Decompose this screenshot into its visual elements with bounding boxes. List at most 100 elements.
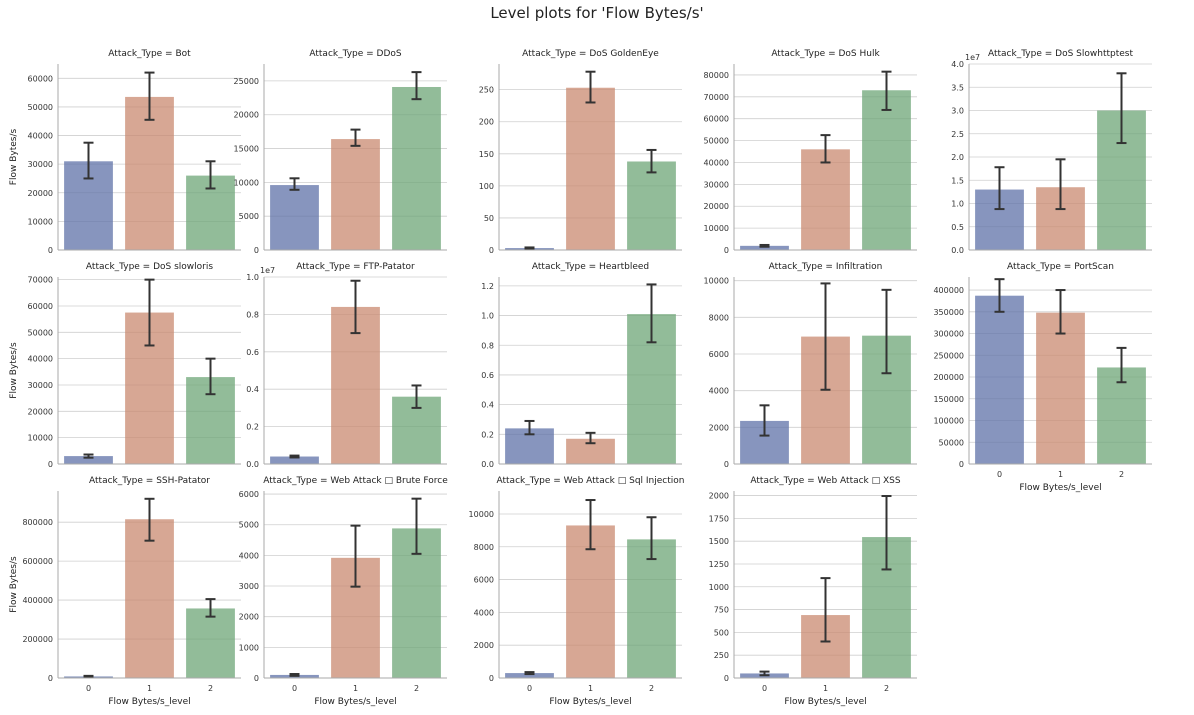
y-tick-label: 150000 [933,395,964,404]
y-tick-label: 350000 [933,308,964,317]
y-offset-label: 1e7 [260,266,275,275]
y-tick-label: 30000 [28,160,53,169]
bar-level-0 [64,456,113,464]
bar-level-0 [270,456,319,464]
y-tick-label: 0.6 [246,348,259,357]
y-tick-label: 3.5 [951,83,964,92]
y-tick-label: 70000 [28,276,53,285]
y-tick-label: 8000 [709,313,729,322]
y-tick-label: 3000 [239,582,259,591]
y-tick-label: 0.0 [481,460,494,469]
y-tick-label: 5000 [239,212,259,221]
y-tick-label: 1250 [709,560,729,569]
y-tick-label: 4000 [239,551,259,560]
panel-title: Attack_Type = Web Attack □ Brute Force [263,476,448,486]
y-axis-label: Flow Bytes/s [9,556,19,613]
bar-level-1 [331,139,380,250]
y-tick-label: 70000 [704,93,729,102]
y-tick-label: 15000 [234,145,259,154]
y-tick-label: 6000 [709,350,729,359]
facet-panel: 0 200000 400000 600000 800000 Attack_Type = S… [9,476,241,707]
x-tick-label: 1 [1058,470,1063,479]
y-tick-label: 1750 [709,514,729,523]
y-tick-label: 20000 [28,189,53,198]
y-tick-label: 5000 [239,521,259,530]
x-tick-label: 0 [86,684,91,693]
y-tick-label: 800000 [22,518,53,527]
bar-level-2 [627,161,676,250]
panel-title: Attack_Type = Web Attack □ Sql Injection [497,476,685,486]
y-tick-label: 0 [724,460,729,469]
figure-title: Level plots for 'Flow Bytes/s' [490,4,704,22]
facet-panel: 0 2000 4000 6000 8000 10000 Attack_Type = Infi… [704,262,917,469]
y-tick-label: 2.5 [951,130,964,139]
y-tick-label: 60000 [28,302,53,311]
y-tick-label: 50000 [28,103,53,112]
y-tick-label: 0.4 [246,385,259,394]
x-tick-label: 0 [997,470,1002,479]
y-axis-label: Flow Bytes/s [9,129,19,186]
facet-panel: 0.0 0.2 0.4 0.6 0.8 1.0 1.2 Attack_Type = Heart… [481,262,682,469]
facet-panel: 0 10000 20000 30000 40000 50000 60000 70000 8000… [704,49,917,255]
x-tick-label: 2 [208,684,213,693]
bar-level-1 [566,87,615,250]
y-tick-label: 250 [714,651,729,660]
y-offset-label: 1e7 [965,53,980,62]
y-tick-label: 40000 [704,158,729,167]
y-tick-label: 0 [48,460,53,469]
panel-title: Attack_Type = DoS Hulk [771,49,880,59]
y-tick-label: 0 [489,674,494,683]
y-tick-label: 50000 [28,328,53,337]
x-tick-label: 1 [147,684,152,693]
y-tick-label: 1500 [709,537,729,546]
y-tick-label: 100000 [933,417,964,426]
bar-level-2 [627,539,676,678]
bar-level-2 [186,608,235,678]
y-tick-label: 2000 [239,613,259,622]
y-tick-label: 1.5 [951,176,964,185]
panel-title: Attack_Type = DoS GoldenEye [522,49,659,59]
panel-title: Attack_Type = PortScan [1007,262,1114,272]
y-tick-label: 0.0 [246,460,259,469]
x-tick-label: 0 [292,684,297,693]
y-tick-label: 0.2 [246,423,259,432]
y-tick-label: 250 [479,86,494,95]
y-tick-label: 40000 [28,132,53,141]
bar-level-1 [566,525,615,678]
facet-panel: 0 5000 10000 15000 20000 25000 Attack_Type = D… [234,49,447,255]
y-tick-label: 1000 [239,643,259,652]
panel-title: Attack_Type = DoS slowloris [86,262,213,272]
bar-level-1 [125,519,174,678]
y-tick-label: 400000 [933,286,964,295]
y-tick-label: 400000 [22,596,53,605]
y-tick-label: 0.6 [481,371,494,380]
y-tick-label: 10000 [704,277,729,286]
x-tick-label: 0 [762,684,767,693]
facet-panel: 0 50 100 150 200 250 Attack_Type = DoS GoldenE… [479,49,682,255]
y-tick-label: 0 [724,674,729,683]
x-tick-label: 2 [414,684,419,693]
panel-title: Attack_Type = Infiltration [769,262,883,272]
bar-level-0 [975,295,1024,464]
y-axis-label: Flow Bytes/s [9,342,19,399]
y-tick-label: 10000 [704,224,729,233]
y-tick-label: 4.0 [951,60,964,69]
y-tick-label: 10000 [28,217,53,226]
panel-title: Attack_Type = FTP-Patator [296,262,415,272]
panel-title: Attack_Type = Web Attack □ XSS [750,476,900,486]
y-tick-label: 10000 [28,434,53,443]
x-axis-label: Flow Bytes/s_level [108,697,190,707]
y-tick-label: 20000 [704,202,729,211]
bar-level-0 [740,245,789,250]
panel-title: Attack_Type = DoS Slowhttptest [988,49,1133,59]
y-tick-label: 0 [48,674,53,683]
y-tick-label: 8000 [474,543,494,552]
y-tick-label: 1.2 [481,282,494,291]
x-axis-label: Flow Bytes/s_level [1019,483,1101,493]
facet-panel: 0 50000 100000 150000 200000 250000 300000 3500… [933,262,1152,493]
x-tick-label: 1 [353,684,358,693]
y-tick-label: 2.0 [951,153,964,162]
x-axis-label: Flow Bytes/s_level [314,697,396,707]
y-tick-label: 0.8 [481,341,494,350]
